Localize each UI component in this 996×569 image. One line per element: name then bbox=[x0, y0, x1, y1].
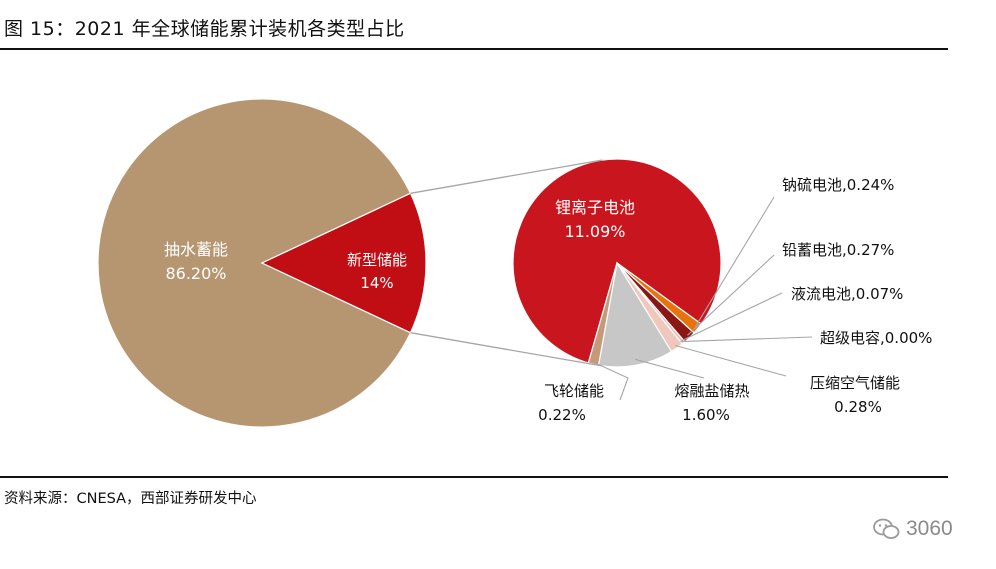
source-note: 资料来源：CNESA，西部证券研发中心 bbox=[4, 491, 257, 507]
sub-leader-5 bbox=[680, 336, 813, 343]
main-value-pumped-hydro: 86.20% bbox=[165, 264, 226, 283]
main-slice-pumped-hydro bbox=[97, 98, 412, 428]
sub-label-1: 锂离子电池 bbox=[555, 198, 635, 217]
connector-bottom bbox=[410, 332, 603, 367]
sub-label-8: 飞轮储能 bbox=[544, 382, 604, 400]
sub-pie bbox=[512, 158, 722, 368]
connector-lines bbox=[410, 159, 813, 401]
sub-leader-7 bbox=[634, 358, 705, 379]
sub-label-5: 超级电容,0.00% bbox=[820, 329, 932, 347]
main-value-new-storage: 14% bbox=[360, 274, 393, 292]
sub-label-3: 铅蓄电池,0.27% bbox=[782, 241, 894, 259]
sub-label-2: 钠硫电池,0.24% bbox=[782, 176, 894, 194]
main-label-new-storage: 新型储能 bbox=[347, 251, 407, 269]
sub-leader-6 bbox=[675, 344, 787, 377]
wechat-icon bbox=[873, 518, 900, 539]
sub-label-4: 液流电池,0.07% bbox=[791, 285, 903, 303]
sub-value-6: 0.28% bbox=[834, 398, 882, 416]
main-label-pumped-hydro: 抽水蓄能 bbox=[164, 240, 228, 259]
sub-value-1: 11.09% bbox=[564, 222, 625, 241]
sub-leader-4 bbox=[681, 292, 783, 342]
sub-leader-8 bbox=[593, 361, 629, 401]
sub-slice-1 bbox=[512, 158, 722, 364]
sub-leader-2 bbox=[694, 196, 775, 327]
slice-labels: 抽水蓄能 86.20% 新型储能 14% 锂离子电池 11.09% 钠硫电池,0.24% 铅蓄… bbox=[164, 176, 932, 424]
sub-leader-3 bbox=[687, 254, 775, 336]
bottom-rule bbox=[0, 476, 948, 478]
main-slice-new-storage bbox=[260, 192, 427, 334]
connector-top bbox=[410, 159, 603, 194]
sub-value-7: 1.60% bbox=[682, 406, 730, 424]
figure-title: 图 15：2021 年全球储能累计装机各类型占比 bbox=[4, 18, 405, 40]
main-pie bbox=[97, 98, 427, 428]
sub-label-7: 熔融盐储热 bbox=[674, 382, 749, 400]
watermark-text: 3060 bbox=[906, 517, 953, 540]
top-rule bbox=[0, 48, 948, 50]
sub-value-8: 0.22% bbox=[538, 406, 586, 424]
wechat-watermark: 3060 bbox=[872, 514, 953, 544]
sub-label-6: 压缩空气储能 bbox=[810, 374, 900, 392]
